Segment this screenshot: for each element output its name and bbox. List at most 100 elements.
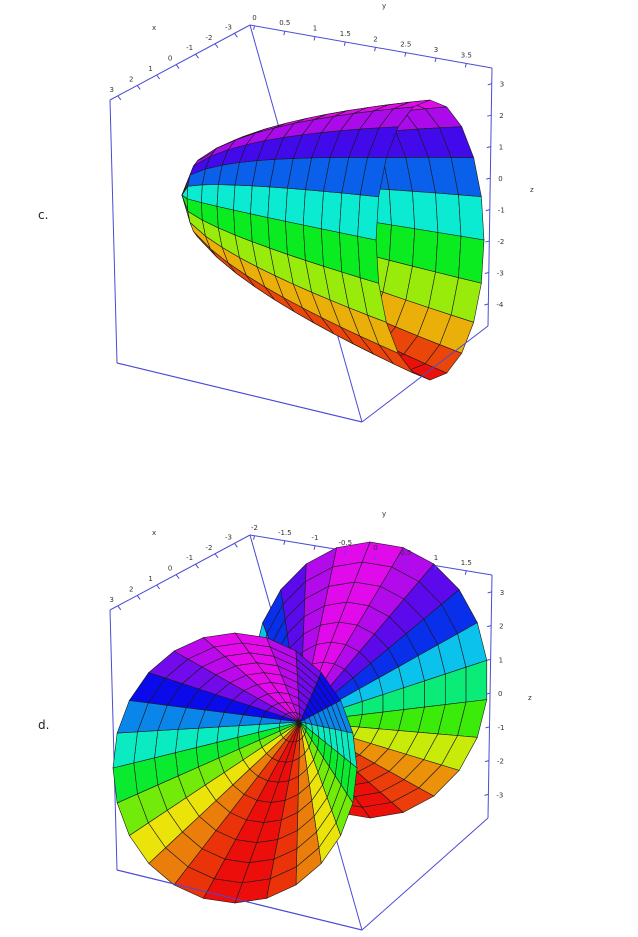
z-tick <box>484 793 489 796</box>
z-tick <box>485 240 490 243</box>
y-tick <box>253 25 256 30</box>
y-tick <box>464 63 467 68</box>
front-cone-patch <box>133 730 159 764</box>
box-edge <box>361 817 489 931</box>
x-tick <box>195 563 199 569</box>
surface-patch <box>250 185 271 218</box>
y-tick-label: 0 <box>252 14 256 22</box>
surface-patch <box>320 190 343 233</box>
z-tick-label: 3 <box>500 589 504 597</box>
x-tick <box>214 553 219 559</box>
y-tick <box>343 41 346 47</box>
y-tick <box>313 36 316 41</box>
z-tick-label: -1 <box>498 207 505 215</box>
back-cone-patch <box>332 541 371 568</box>
x-tick-label: -2 <box>206 34 213 42</box>
x-tick <box>175 574 180 579</box>
back-cone-patch <box>465 659 488 703</box>
box-edge <box>487 67 493 327</box>
z-tick-label: -3 <box>496 791 503 799</box>
box-edge <box>109 609 118 871</box>
y-tick <box>374 47 377 52</box>
z-tick <box>485 209 490 212</box>
z-tick-label: 0 <box>498 175 502 183</box>
z-tick-label: -4 <box>496 301 504 309</box>
y-tick <box>434 565 437 570</box>
x-tick <box>156 584 161 590</box>
box-edge <box>109 99 118 364</box>
x-tick <box>136 85 141 90</box>
z-tick-label: -3 <box>497 270 504 278</box>
surface-patch <box>339 232 361 279</box>
front-cone-patch <box>112 731 138 769</box>
surface-patch <box>393 99 431 110</box>
z-tick-label: 2 <box>499 112 503 120</box>
z-tick <box>487 625 492 628</box>
y-axis-name: y <box>382 510 386 518</box>
x-tick-label: -3 <box>225 23 232 31</box>
surface-patch <box>388 189 416 230</box>
panel-d-label: d. <box>38 718 50 732</box>
surface-patch <box>285 220 306 261</box>
z-tick <box>484 760 490 763</box>
y-tick-label: 0.5 <box>279 19 290 27</box>
box-edge <box>487 574 493 819</box>
y-tick-label: 3.5 <box>461 51 472 59</box>
z-tick <box>484 272 489 274</box>
x-tick-label: 0 <box>168 55 172 63</box>
x-tick <box>136 595 141 600</box>
z-tick-label: -2 <box>497 758 504 766</box>
surface-patch <box>216 184 236 211</box>
z-tick-label: 1 <box>499 656 503 664</box>
y-tick-label: -1.5 <box>278 529 292 537</box>
y-axis-name: y <box>382 2 386 10</box>
y-tick-label: -2 <box>251 524 258 532</box>
y-tick-label: 1 <box>313 25 317 33</box>
x-axis-name: x <box>152 529 156 537</box>
z-axis-name: z <box>528 694 532 702</box>
y-tick <box>404 52 407 57</box>
z-tick <box>486 658 491 661</box>
y-tick-label: 1.5 <box>461 559 472 567</box>
surface-patch <box>388 224 416 267</box>
front-cone-patch <box>202 632 243 648</box>
y-tick <box>464 570 467 575</box>
y-tick-label: 0 <box>373 544 377 552</box>
x-tick <box>234 543 238 548</box>
surface-patch <box>302 189 324 230</box>
z-tick <box>486 146 491 149</box>
x-tick-label: 3 <box>110 86 114 94</box>
surface-patch <box>267 186 288 222</box>
z-tick <box>487 591 492 594</box>
box-edge <box>109 24 251 101</box>
surface-patch <box>302 224 324 267</box>
paraboloid-surface <box>181 99 485 381</box>
x-tick <box>175 64 180 69</box>
surface-patch <box>200 184 219 207</box>
surface-patch <box>339 192 361 237</box>
box-edge <box>116 362 363 423</box>
surface-patch <box>435 232 462 279</box>
box-edge <box>249 24 493 69</box>
z-tick-label: 3 <box>500 81 504 89</box>
y-tick <box>253 535 256 540</box>
x-tick-label: 2 <box>129 75 133 83</box>
x-tick-label: -1 <box>186 554 193 562</box>
y-tick <box>374 555 377 560</box>
z-tick <box>487 83 492 86</box>
panel-c-label: c. <box>38 208 49 222</box>
back-cone-patch <box>444 666 467 705</box>
y-tick-label: 1 <box>434 554 438 562</box>
x-tick <box>214 43 219 49</box>
y-tick-label: 1.5 <box>340 30 351 38</box>
z-tick <box>485 726 490 729</box>
plot-d: 3 2 1 0 -1 -2 -3 -2 -1.5 -1 -0.5 0 0.5 1 1.5 3 2 1 0 -1 -2 -3… <box>109 510 532 931</box>
x-tick <box>117 605 122 611</box>
y-tick-label: 2.5 <box>400 41 411 49</box>
z-tick-label: 2 <box>499 623 503 631</box>
x-tick-label: 2 <box>129 585 133 593</box>
y-tick <box>434 57 437 63</box>
panel-c: c. 3 2 1 0 -1 -2 -3 0 0.5 1 1.5 2 2.5 3 3.5 3 2 1 0 -1 -2 -3 -… <box>38 2 534 423</box>
x-tick <box>156 74 161 80</box>
y-tick <box>283 31 286 36</box>
